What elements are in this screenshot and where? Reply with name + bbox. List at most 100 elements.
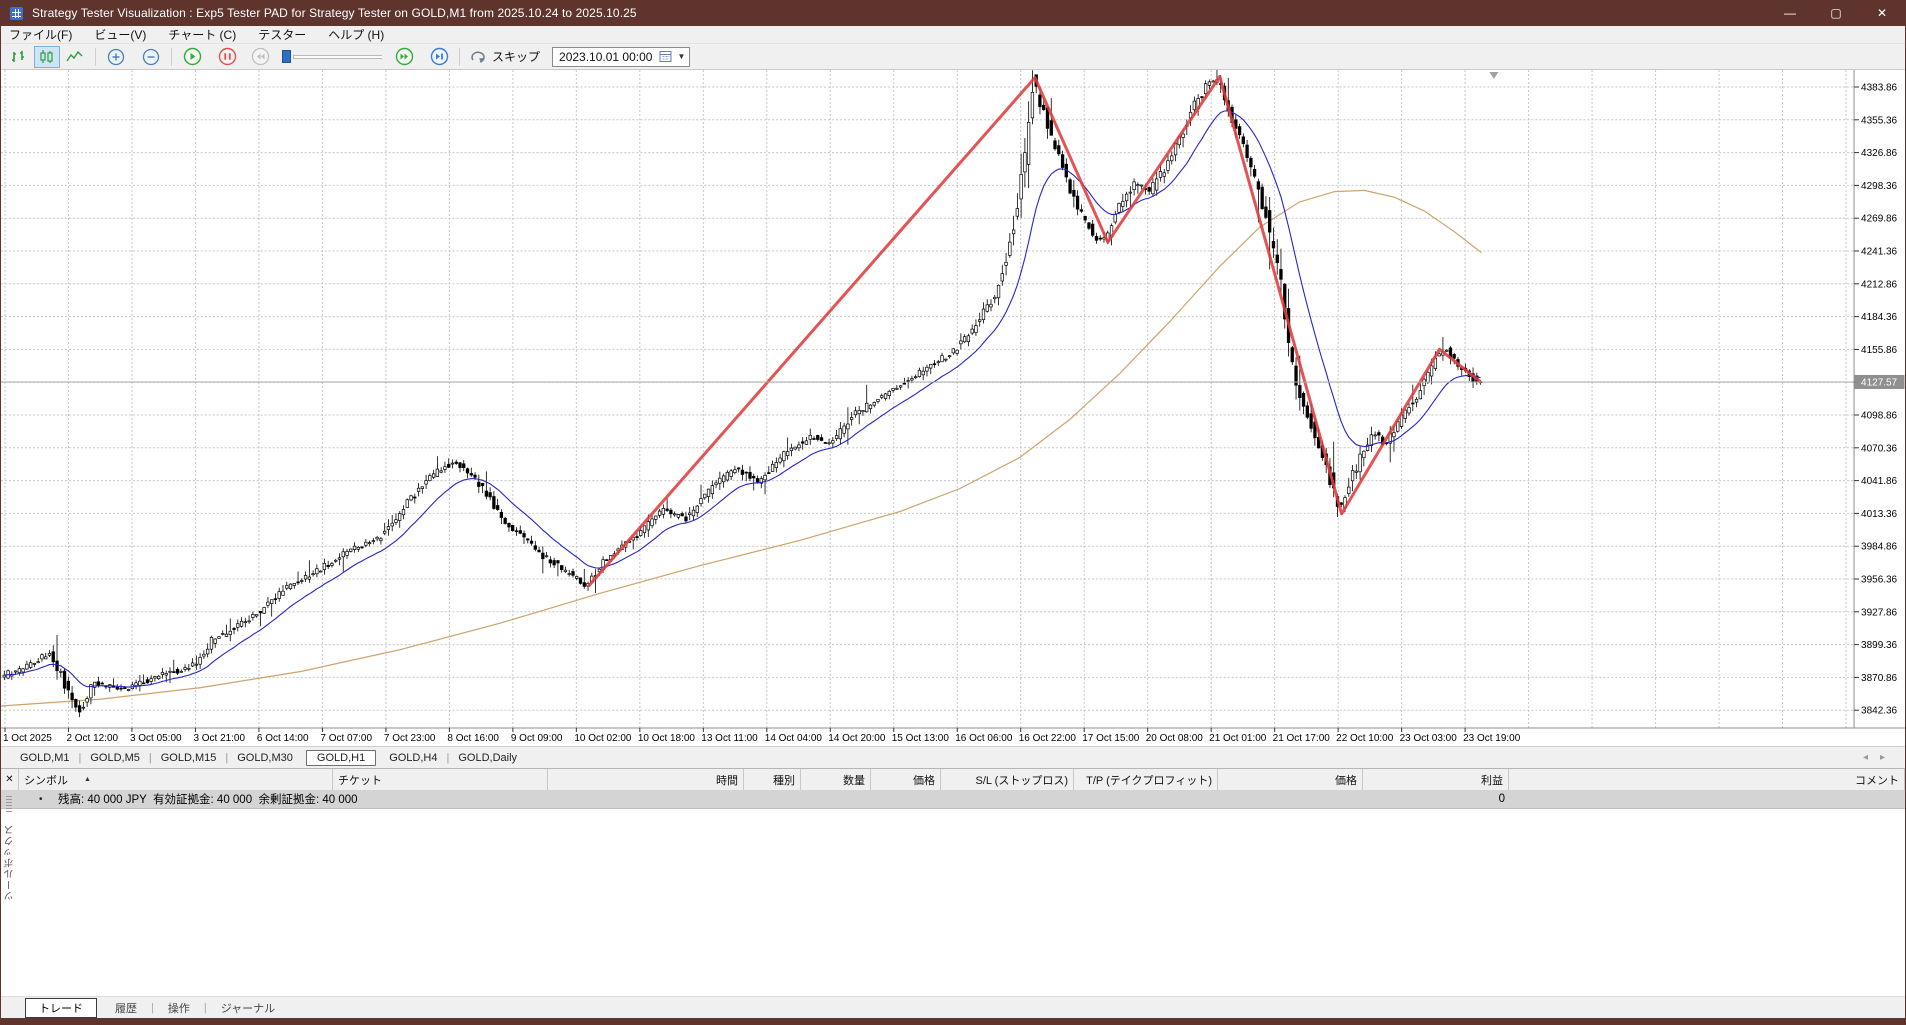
- toolbox-tab-history[interactable]: 履歴: [115, 1002, 137, 1015]
- toolbox-tab-operations[interactable]: 操作: [167, 1002, 190, 1015]
- column-header-label: コメント: [1855, 774, 1899, 787]
- column-header-label: 数量: [843, 774, 865, 787]
- column-header[interactable]: 価格: [1218, 769, 1363, 790]
- balance-bullet-icon: •: [39, 793, 43, 805]
- svg-text:23 Oct 03:00: 23 Oct 03:00: [1400, 733, 1458, 744]
- toolbox-tab-separator: |: [203, 1001, 207, 1014]
- chart-tab-gold-h1[interactable]: GOLD,H1: [305, 749, 377, 766]
- chart-canvas[interactable]: 4383.86 4355.36 4326.86 4298.36 4269.86 4241.…: [1, 70, 1905, 746]
- chart-tab-gold-daily[interactable]: GOLD,Daily: [458, 751, 518, 764]
- tab-scroll-arrows[interactable]: ◂▸: [1863, 752, 1897, 763]
- toolbox-tabs: トレード 履歴 | 操作 | ジャーナル: [1, 996, 1905, 1018]
- column-header[interactable]: チケット: [333, 769, 548, 790]
- svg-text:4383.86: 4383.86: [1861, 82, 1898, 93]
- bar-chart-button[interactable]: [6, 46, 32, 68]
- close-button[interactable]: ✕: [1876, 6, 1888, 20]
- column-header[interactable]: S/L (ストップロス): [941, 769, 1074, 790]
- svg-text:4269.86: 4269.86: [1861, 214, 1898, 225]
- candlestick-chart-button[interactable]: [34, 45, 60, 68]
- bar-chart-icon: [12, 50, 24, 62]
- skip-label: スキップ: [492, 50, 541, 64]
- balance-row[interactable]: • 残高: 40 000 JPY 有効証拠金: 40 000 余剰証拠金: 40…: [1, 790, 1905, 809]
- speed-slider[interactable]: [282, 50, 382, 63]
- column-header[interactable]: T/P (テイクプロフィット): [1074, 769, 1218, 790]
- chart-tab-gold-m1[interactable]: GOLD,M1: [20, 751, 70, 764]
- menu-file[interactable]: ファイル(F): [9, 28, 73, 42]
- rewind-icon: [251, 47, 269, 66]
- svg-text:10 Oct 18:00: 10 Oct 18:00: [638, 733, 696, 744]
- column-header[interactable]: コメント: [1509, 769, 1905, 790]
- date-dropdown-caret[interactable]: ▼: [677, 52, 686, 61]
- chart-tab-separator: |: [148, 751, 152, 764]
- toolbox-tab-journal[interactable]: ジャーナル: [220, 1002, 276, 1015]
- column-header-label: S/L (ストップロス): [975, 774, 1069, 787]
- column-header[interactable]: 時間: [548, 769, 744, 790]
- toolbox-header-row: ✕ シンボル ▲ チケット 時間 種別 数量 価格 S/L (ストップロス) T/P (テイクプ…: [1, 768, 1905, 790]
- column-header-label: T/P (テイクプロフィット): [1086, 774, 1212, 787]
- zoom-out-icon: [142, 48, 160, 65]
- svg-text:22 Oct 10:00: 22 Oct 10:00: [1336, 733, 1394, 744]
- chart-tab-gold-m30[interactable]: GOLD,M30: [237, 751, 293, 764]
- title-bar: Strategy Tester Visualization : Exp5 Tes…: [1, 0, 1905, 26]
- menu-chart[interactable]: チャート (C): [168, 28, 237, 42]
- pause-button[interactable]: [214, 46, 240, 68]
- column-header-label: チケット: [338, 774, 382, 787]
- price-chart[interactable]: 4383.86 4355.36 4326.86 4298.36 4269.86 4241.…: [1, 70, 1905, 746]
- date-input[interactable]: 2023.10.01 00:00 ▼: [552, 46, 691, 67]
- speed-slider-handle[interactable]: [282, 50, 291, 63]
- svg-text:8 Oct 16:00: 8 Oct 16:00: [447, 733, 499, 744]
- minimize-button[interactable]: —: [1784, 6, 1796, 20]
- skip-to-end-button[interactable]: [426, 46, 452, 68]
- svg-text:4070.36: 4070.36: [1861, 443, 1898, 454]
- svg-text:17 Oct 15:00: 17 Oct 15:00: [1082, 733, 1140, 744]
- skip-to-end-icon: [430, 47, 448, 66]
- chart-tab-gold-m15[interactable]: GOLD,M15: [160, 751, 217, 764]
- rewind-button[interactable]: [247, 46, 273, 68]
- svg-text:4013.36: 4013.36: [1861, 509, 1898, 520]
- line-chart-button[interactable]: [62, 46, 88, 68]
- svg-text:10 Oct 02:00: 10 Oct 02:00: [574, 733, 632, 744]
- zoom-in-button[interactable]: [103, 46, 129, 68]
- calendar-icon: [659, 51, 672, 62]
- svg-text:16 Oct 22:00: 16 Oct 22:00: [1019, 733, 1077, 744]
- menu-help[interactable]: ヘルプ (H): [328, 28, 385, 42]
- speed-slider-groove: [293, 54, 382, 59]
- svg-text:4184.36: 4184.36: [1861, 312, 1898, 323]
- fast-forward-button[interactable]: [391, 46, 417, 68]
- zoom-out-button[interactable]: [138, 46, 164, 68]
- chart-tab-gold-m5[interactable]: GOLD,M5: [90, 751, 140, 764]
- pause-icon: [218, 47, 236, 66]
- column-header-label: 価格: [913, 774, 935, 787]
- svg-text:15 Oct 13:00: 15 Oct 13:00: [892, 733, 950, 744]
- app-icon: [10, 6, 23, 20]
- skip-button[interactable]: スキップ: [470, 48, 540, 65]
- svg-text:7 Oct 23:00: 7 Oct 23:00: [384, 733, 436, 744]
- sort-ascending-icon: ▲: [84, 776, 91, 783]
- toolbox-close-button[interactable]: ✕: [1, 769, 19, 790]
- column-header[interactable]: シンボル ▲: [19, 769, 333, 790]
- svg-text:7 Oct 07:00: 7 Oct 07:00: [320, 733, 372, 744]
- column-header[interactable]: 種別: [744, 769, 801, 790]
- toolbox-tab-trade[interactable]: トレード: [25, 997, 97, 1018]
- menu-tester[interactable]: テスター: [258, 28, 307, 42]
- maximize-button[interactable]: ▢: [1830, 6, 1842, 20]
- svg-text:3956.36: 3956.36: [1861, 574, 1898, 585]
- svg-text:3842.36: 3842.36: [1861, 706, 1898, 717]
- tab-scroll-right-icon: ▸: [1879, 752, 1897, 763]
- svg-text:4041.86: 4041.86: [1861, 476, 1898, 487]
- chart-tab-gold-h4[interactable]: GOLD,H4: [389, 751, 438, 764]
- svg-text:3 Oct 05:00: 3 Oct 05:00: [130, 733, 182, 744]
- menu-view[interactable]: ビュー(V): [94, 28, 147, 42]
- column-header[interactable]: 数量: [801, 769, 871, 790]
- toolbox-body: [1, 809, 1905, 996]
- svg-text:4127.57: 4127.57: [1861, 377, 1898, 388]
- column-header[interactable]: 利益: [1363, 769, 1509, 790]
- svg-text:23 Oct 19:00: 23 Oct 19:00: [1463, 733, 1521, 744]
- zoom-in-icon: [107, 48, 125, 65]
- play-button[interactable]: [179, 46, 205, 68]
- column-header[interactable]: 価格: [871, 769, 941, 790]
- window-title: Strategy Tester Visualization : Exp5 Tes…: [32, 6, 637, 20]
- toolbar: スキップ 2023.10.01 00:00 ▼: [1, 44, 1905, 70]
- svg-text:4212.86: 4212.86: [1861, 279, 1898, 290]
- chart-tab-separator: |: [446, 751, 450, 764]
